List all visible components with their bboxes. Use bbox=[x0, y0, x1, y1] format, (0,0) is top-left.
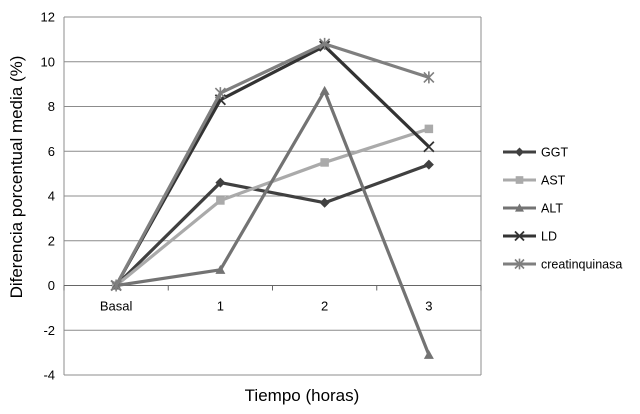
legend-item: LD bbox=[503, 230, 557, 244]
y-tick-label: 8 bbox=[48, 99, 55, 114]
legend-label: ALT bbox=[541, 202, 563, 216]
legend-label: GGT bbox=[541, 146, 568, 160]
legend-label: AST bbox=[541, 174, 566, 188]
legend: GGT AST ALT LD creatinquinasa bbox=[503, 146, 622, 272]
data-point bbox=[319, 37, 331, 50]
legend-item: AST bbox=[503, 174, 566, 188]
data-point bbox=[423, 141, 435, 153]
y-tick-label: 10 bbox=[41, 54, 55, 69]
series-line bbox=[114, 42, 430, 287]
legend-label: creatinquinasa bbox=[541, 258, 622, 272]
y-tick-label: 6 bbox=[48, 144, 55, 159]
y-tick-label: -4 bbox=[43, 368, 55, 383]
data-point bbox=[424, 124, 434, 134]
y-tick-labels: -4 -2 0 2 4 6 8 10 12 bbox=[41, 10, 55, 383]
data-point bbox=[216, 196, 225, 205]
data-point bbox=[423, 159, 434, 170]
y-tick-label: 4 bbox=[48, 189, 55, 204]
data-point bbox=[423, 349, 434, 359]
y-tick-label: -2 bbox=[43, 323, 55, 338]
axes bbox=[63, 17, 482, 375]
data-point bbox=[319, 197, 330, 208]
legend-item: creatinquinasa bbox=[503, 258, 622, 272]
x-tick-label: Basal bbox=[100, 299, 133, 314]
data-point bbox=[320, 158, 329, 167]
x-tick-label: 2 bbox=[321, 299, 328, 314]
series-lines bbox=[110, 37, 435, 359]
legend-marker bbox=[514, 258, 525, 270]
x-tick-labels: Basal 1 2 3 bbox=[100, 299, 433, 314]
series-line bbox=[115, 89, 431, 356]
data-point bbox=[110, 279, 122, 292]
series-creatinquinasa bbox=[110, 37, 435, 292]
y-tick-label: 12 bbox=[41, 10, 55, 25]
y-tick-label: 0 bbox=[48, 278, 55, 293]
legend-label: LD bbox=[541, 230, 557, 244]
legend-marker bbox=[515, 176, 524, 184]
series-line bbox=[115, 163, 430, 287]
data-point bbox=[214, 87, 226, 100]
data-point bbox=[215, 177, 226, 188]
x-axis-title: Tiempo (horas) bbox=[245, 386, 360, 405]
x-tick-label: 1 bbox=[217, 299, 224, 314]
data-point bbox=[319, 85, 330, 95]
legend-item: GGT bbox=[503, 146, 568, 160]
y-tick-label: 2 bbox=[48, 233, 55, 248]
y-axis-title: Diferencia porcentual media (%) bbox=[7, 56, 26, 299]
legend-marker bbox=[515, 203, 524, 212]
legend-marker bbox=[514, 230, 525, 242]
data-point bbox=[215, 264, 226, 274]
legend-marker bbox=[515, 147, 524, 157]
x-tick-label: 3 bbox=[425, 299, 432, 314]
data-point bbox=[423, 71, 435, 84]
legend-item: ALT bbox=[503, 202, 563, 216]
